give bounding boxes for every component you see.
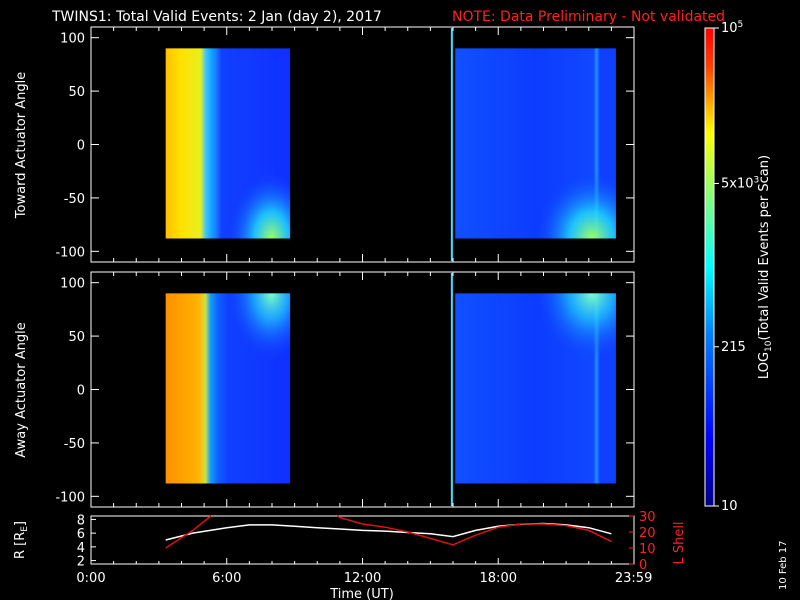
toward-ytick-label: 50 bbox=[68, 85, 85, 100]
away-ytick-label: 100 bbox=[60, 277, 85, 292]
time-tick-label: 12:00 bbox=[344, 571, 381, 586]
time-tick-label: 6:00 bbox=[212, 571, 241, 586]
colorbar-tick-label: 215 bbox=[721, 340, 746, 355]
away-panel: 100 50 0 -50 -100 Away Actuator Angle bbox=[14, 271, 635, 508]
away-ytick-label: -100 bbox=[55, 490, 85, 505]
colorbar-gradient bbox=[704, 27, 715, 507]
r-distance-line bbox=[165, 522, 612, 541]
colorbar-tick-label: 5x103 bbox=[721, 175, 759, 191]
away-ytick-label: -50 bbox=[64, 437, 85, 452]
away-y-axis-label: Away Actuator Angle bbox=[14, 322, 29, 457]
ephemeris-series bbox=[165, 515, 612, 549]
toward-block-glow-1 bbox=[455, 48, 616, 239]
time-tick-label: 23:59 bbox=[615, 571, 652, 586]
toward-ytick-label: -50 bbox=[64, 192, 85, 207]
l-shell-line bbox=[337, 515, 612, 546]
ephemeris-plot-frame bbox=[90, 515, 635, 565]
r-tick-label: 6 bbox=[77, 527, 85, 542]
lshell-tick-label: 10 bbox=[639, 542, 656, 557]
time-tick-label: 18:00 bbox=[480, 571, 517, 586]
colorbar-tick-label: 105 bbox=[721, 20, 743, 36]
lshell-axis-label: L Shell bbox=[672, 521, 687, 564]
colorbar: 105 5x103 215 10 LOG10(Total Valid Events p… bbox=[704, 20, 774, 514]
l-shell-line bbox=[165, 515, 212, 549]
toward-y-axis-label: Toward Actuator Angle bbox=[14, 72, 29, 219]
toward-heatmap bbox=[165, 28, 616, 261]
preliminary-note: NOTE: Data Preliminary - Not validated bbox=[452, 9, 725, 25]
away-block-glow-1 bbox=[455, 293, 616, 484]
toward-block-glow-0 bbox=[165, 48, 291, 239]
r-axis-label: R [RE] bbox=[13, 521, 30, 559]
colorbar-label: LOG10(Total Valid Events per Scan) bbox=[757, 155, 774, 379]
r-tick-label: 4 bbox=[77, 541, 85, 556]
toward-ytick-label: 100 bbox=[60, 32, 85, 47]
colorbar-ticks: 105 5x103 215 10 bbox=[714, 20, 759, 514]
generation-date: 10 Feb 17 bbox=[778, 540, 789, 590]
away-heatmap bbox=[165, 273, 616, 506]
toward-panel: 100 50 0 -50 -100 Toward Actuator Angle bbox=[14, 26, 635, 263]
away-y-ticks: 100 50 0 -50 -100 bbox=[55, 272, 635, 507]
r-tick-label: 2 bbox=[77, 555, 85, 570]
toward-ytick-label: -100 bbox=[55, 245, 85, 260]
chart-title: TWINS1: Total Valid Events: 2 Jan (day 2… bbox=[51, 9, 382, 25]
x-axis-label: Time (UT) bbox=[329, 587, 394, 600]
away-ytick-label: 0 bbox=[77, 384, 85, 399]
lshell-tick-label: 0 bbox=[639, 558, 647, 573]
away-ytick-label: 50 bbox=[68, 330, 85, 345]
away-block-glow-0 bbox=[165, 293, 291, 484]
toward-ytick-label: 0 bbox=[77, 139, 85, 154]
lshell-tick-label: 20 bbox=[639, 526, 656, 541]
lshell-tick-label: 30 bbox=[639, 510, 656, 525]
r-tick-label: 8 bbox=[77, 513, 85, 528]
colorbar-tick-label: 10 bbox=[721, 499, 738, 514]
toward-y-ticks: 100 50 0 -50 -100 bbox=[55, 27, 635, 262]
time-tick-label: 0:00 bbox=[76, 571, 105, 586]
